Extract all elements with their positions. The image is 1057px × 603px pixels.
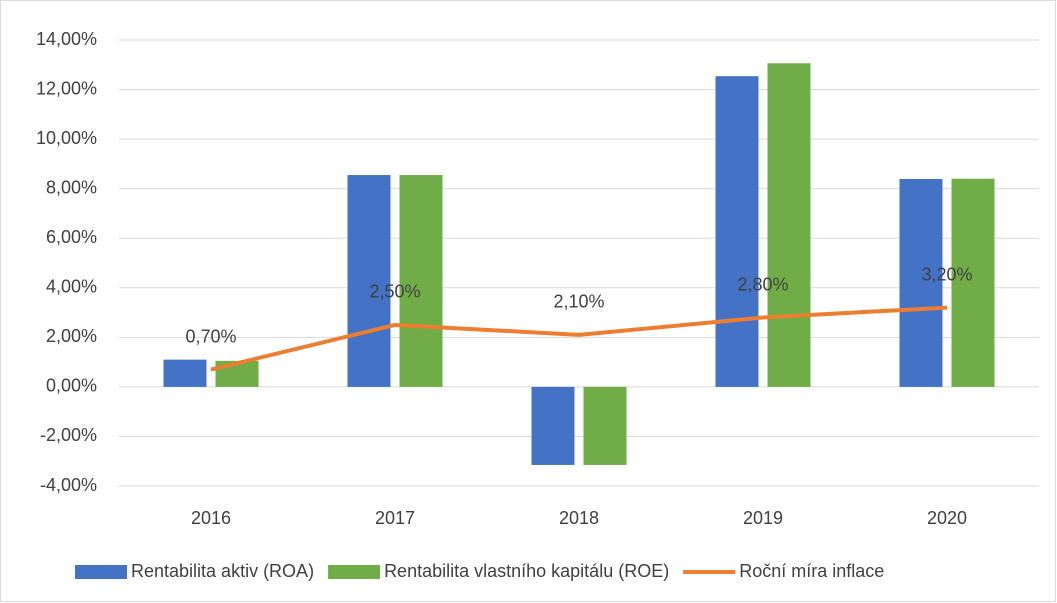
legend-swatch (75, 565, 127, 579)
data-label: 0,70% (185, 326, 236, 346)
y-tick-label: 8,00% (46, 177, 97, 197)
data-label: 2,80% (737, 274, 788, 294)
y-tick-label: 0,00% (46, 376, 97, 396)
data-label: 2,10% (553, 292, 604, 312)
y-tick-label: 10,00% (36, 128, 97, 148)
legend-label: Rentabilita vlastního kapitálu (ROE) (384, 561, 669, 581)
bar (899, 179, 943, 387)
data-label: 3,20% (921, 264, 972, 284)
bar (399, 175, 443, 387)
y-tick-label: 12,00% (36, 78, 97, 98)
x-tick-label: 2017 (375, 508, 415, 528)
bar (347, 175, 391, 387)
legend-label: Roční míra inflace (739, 561, 884, 581)
bar (767, 63, 811, 387)
x-tick-label: 2018 (559, 508, 599, 528)
y-tick-label: 2,00% (46, 326, 97, 346)
y-tick-label: 14,00% (36, 29, 97, 49)
bar (531, 386, 575, 465)
bar (583, 386, 627, 465)
bar (163, 359, 207, 387)
x-tick-label: 2020 (927, 508, 967, 528)
legend-label: Rentabilita aktiv (ROA) (131, 561, 314, 581)
bar (951, 178, 995, 387)
x-tick-label: 2019 (743, 508, 783, 528)
y-tick-label: 6,00% (46, 227, 97, 247)
data-label: 2,50% (369, 282, 420, 302)
line (210, 305, 948, 372)
bar (715, 76, 759, 387)
y-tick-label: -4,00% (40, 475, 97, 495)
y-tick-label: -2,00% (40, 425, 97, 445)
y-tick-label: 4,00% (46, 277, 97, 297)
x-tick-label: 2016 (191, 508, 231, 528)
legend-swatch (328, 565, 381, 579)
